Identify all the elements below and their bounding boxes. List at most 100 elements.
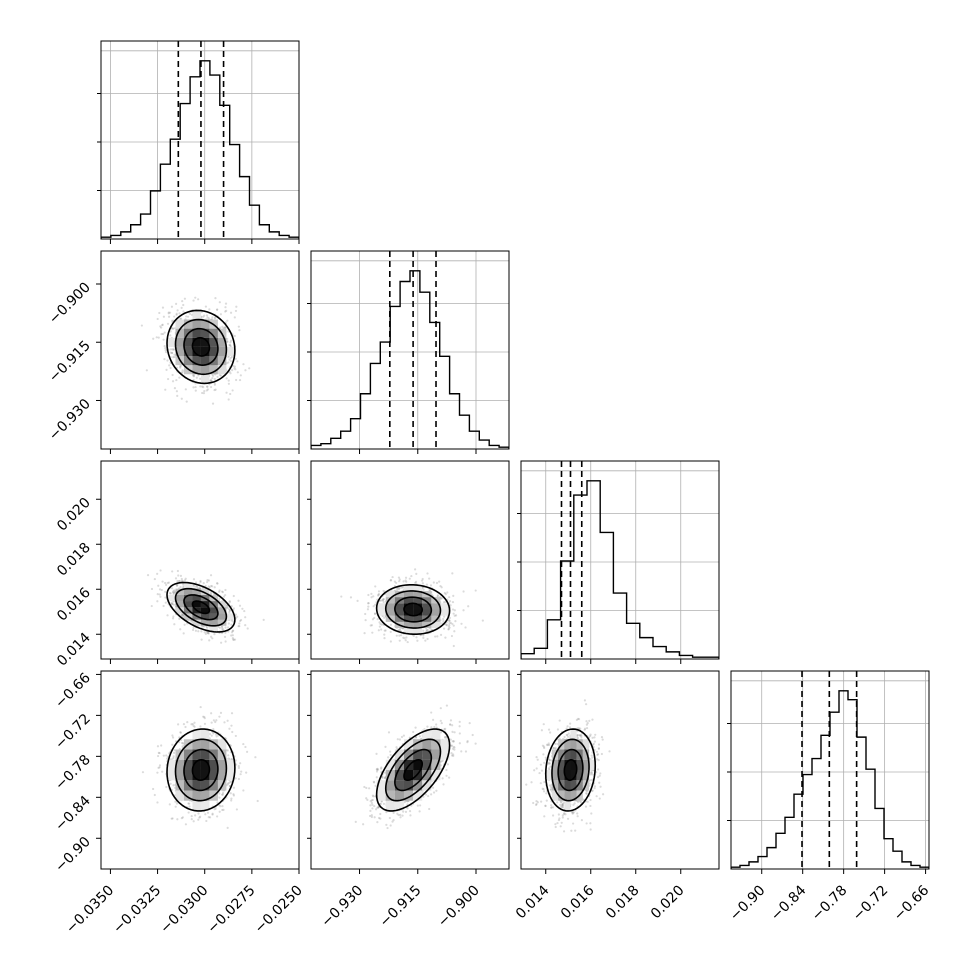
sample-point [226, 826, 229, 829]
sample-point [211, 316, 214, 319]
sample-point [178, 736, 181, 739]
sample-point [379, 622, 382, 626]
sample-point [202, 715, 205, 718]
sample-point [164, 347, 167, 350]
panel-frame [100, 250, 300, 450]
sample-point [158, 311, 161, 315]
sample-point [443, 615, 446, 618]
density-cell [192, 619, 201, 626]
density-cell [192, 328, 201, 338]
sample-point [383, 633, 386, 636]
sample-point [383, 629, 386, 632]
sample-point [377, 806, 380, 809]
density-cell [217, 770, 227, 781]
density-cell [192, 800, 201, 811]
contour-2 [174, 587, 228, 627]
density-cell [413, 615, 423, 622]
sample-point [208, 732, 212, 736]
density-cell [200, 749, 210, 760]
sample-point [165, 583, 168, 586]
sample-point [451, 740, 454, 743]
sample-point [424, 639, 427, 642]
sample-point [236, 360, 239, 363]
sample-point [182, 583, 185, 586]
sample-point [171, 570, 174, 573]
sample-point [224, 631, 227, 634]
sample-point [373, 612, 377, 615]
panel-0-0 [97, 40, 300, 244]
sample-point [173, 353, 176, 356]
sample-point [187, 811, 190, 814]
sample-point [428, 807, 431, 811]
sample-point [174, 800, 177, 803]
sample-point [454, 620, 457, 623]
density-cell [192, 729, 201, 740]
density-cell [175, 594, 184, 602]
sample-point [199, 580, 202, 584]
sample-point [165, 785, 168, 789]
sample-point [228, 781, 231, 784]
sample-point [171, 736, 175, 739]
sample-point [188, 802, 191, 805]
sample-point [194, 585, 197, 588]
density-cell [183, 356, 193, 366]
density-cell [192, 594, 201, 602]
sample-point [229, 792, 232, 795]
sample-point [192, 724, 195, 727]
sample-point [248, 367, 251, 370]
sample-point [172, 603, 176, 606]
sample-point [221, 627, 224, 630]
density-cell [217, 607, 227, 614]
density-cell [175, 770, 184, 781]
y-tick-label: 0.014 [54, 630, 94, 670]
sample-point [170, 601, 173, 604]
sample-point [262, 618, 265, 622]
sample-point [207, 317, 210, 320]
sample-point [438, 580, 441, 583]
sample-point [397, 576, 401, 579]
density-cell [200, 588, 210, 595]
sample-point [232, 638, 235, 641]
sample-point [452, 612, 455, 615]
sample-point [169, 782, 172, 785]
contour-3 [166, 309, 236, 385]
sample-point [442, 619, 445, 623]
sample-point [146, 574, 150, 577]
density-cell [200, 770, 210, 781]
sample-point [162, 315, 165, 318]
contour-1 [183, 327, 219, 366]
density-cell [200, 319, 210, 329]
sample-point [188, 805, 191, 808]
sample-point [222, 595, 226, 598]
density-cell [431, 615, 441, 622]
density-cell [200, 780, 210, 791]
sample-point [238, 625, 241, 628]
density-cell [175, 588, 184, 595]
sample-point [226, 340, 229, 343]
sample-point [167, 315, 171, 318]
sample-point [163, 358, 166, 361]
sample-point [238, 604, 242, 607]
sample-point [173, 590, 176, 593]
sample-point [164, 349, 167, 352]
sample-point [161, 306, 165, 309]
y-tick-label: 0.018 [54, 540, 94, 580]
y-tick-label: −0.66 [52, 670, 94, 712]
density-cell [167, 594, 176, 602]
sample-point [414, 581, 417, 584]
density-cell [200, 365, 210, 375]
sample-point [165, 368, 168, 371]
density-cell [431, 621, 441, 629]
sample-point [179, 317, 183, 320]
sample-point [179, 366, 182, 369]
sample-point [216, 581, 219, 585]
sample-point [452, 594, 455, 598]
sample-point [371, 798, 374, 802]
sample-point [171, 734, 174, 737]
sample-point [216, 815, 219, 818]
sample-point [185, 315, 188, 318]
sample-point [186, 721, 189, 724]
sample-point [197, 818, 200, 821]
sample-point [210, 721, 213, 724]
